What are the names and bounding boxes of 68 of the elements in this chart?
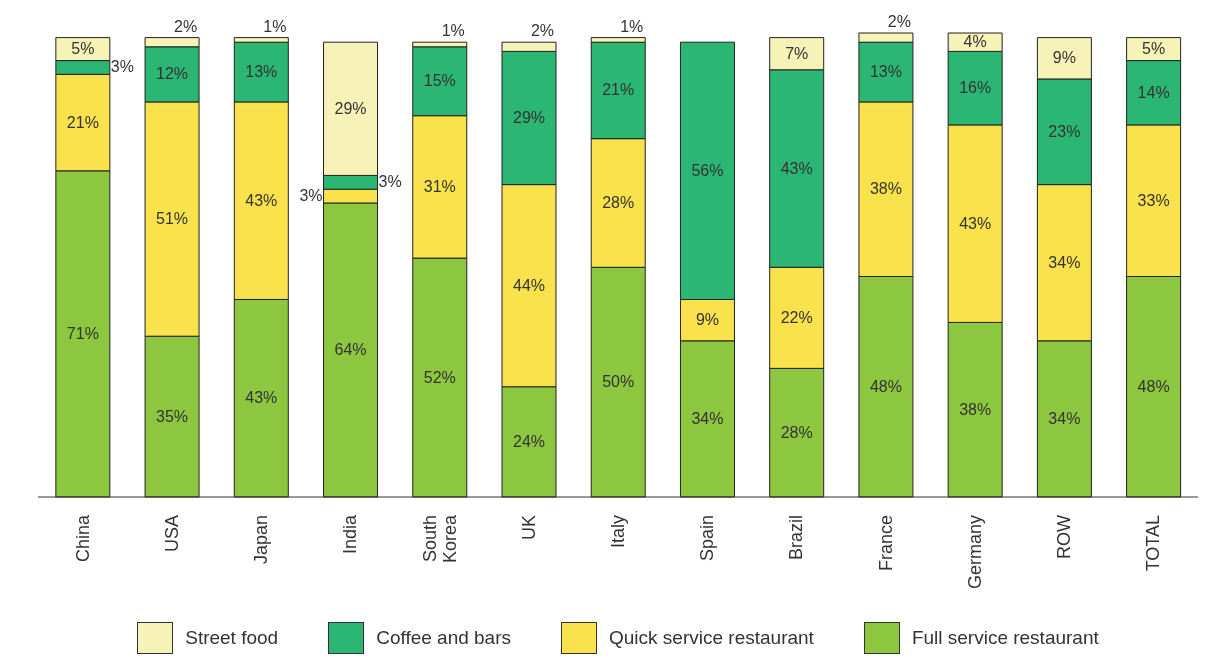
data-label: 3% [110,58,134,76]
data-label: 48% [1137,377,1170,395]
data-label: 43% [780,159,813,177]
data-label: 43% [245,191,278,209]
data-label: 44% [512,276,546,294]
data-label: 9% [695,311,720,329]
x-tick-label: Brazil [786,515,807,561]
data-label: 2% [887,13,911,30]
data-label: 13% [869,63,902,81]
data-label: 5% [1142,40,1166,58]
legend-label: Coffee and bars [376,627,512,649]
data-label: 12% [156,65,189,83]
data-label: 50% [602,373,635,391]
data-label: 3% [378,173,402,191]
x-tick-label: China [72,514,93,563]
data-label: 1% [620,17,644,35]
data-label: 22% [780,308,813,326]
data-label: 5% [71,40,95,58]
data-label: 29% [512,108,546,126]
data-label: 52% [423,368,456,386]
legend-label: Quick service restaurant [609,627,814,649]
data-label: 56% [691,161,724,179]
data-label: 38% [869,180,902,198]
x-tick-label: UK [518,515,539,541]
data-label: 9% [1052,49,1076,67]
x-tick-label: USA [161,515,182,553]
data-label: 23% [1048,122,1081,140]
x-tick-label: India [340,514,361,555]
data-label: 1% [441,22,465,40]
data-label: 2% [530,22,555,40]
data-label: 35% [156,407,189,425]
data-label: 4% [963,33,987,51]
data-label: 31% [423,177,456,195]
data-label: 24% [512,432,546,450]
data-label: 28% [602,193,635,211]
data-label: 29% [334,99,367,117]
x-tick-label: South Korea [419,514,460,564]
data-label: 33% [1137,191,1170,209]
data-label: 34% [691,409,724,427]
data-label: 43% [245,389,278,407]
x-tick-label: Japan [251,515,272,565]
data-label: 28% [780,423,813,441]
data-label: 71% [66,324,99,342]
data-label: 16% [959,79,992,97]
data-label: 3% [299,187,323,205]
data-label: 34% [1048,253,1081,271]
data-label: 64% [334,340,367,358]
x-tick-label: Spain [697,515,718,562]
x-tick-label: ROW [1054,515,1075,559]
data-label: 14% [1137,83,1170,101]
x-tick-label: TOTAL [1143,515,1164,572]
x-tick-label: Germany [964,515,985,590]
data-label: 34% [1048,409,1081,427]
data-label: 2% [174,17,198,35]
data-label: 38% [959,400,992,418]
data-label: 43% [959,214,992,232]
legend-label: Full service restaurant [911,627,1099,649]
data-label: 1% [263,17,287,35]
x-tick-label: France [875,515,896,572]
data-label: 13% [245,63,278,81]
data-label: 7% [785,44,809,62]
data-label: 21% [66,113,99,131]
data-label: 51% [156,210,189,228]
data-label: 15% [423,72,456,90]
legend-label: Street food [185,627,279,649]
data-label: 48% [869,377,902,395]
data-label: 21% [602,81,635,99]
x-tick-label: Italy [608,515,628,549]
